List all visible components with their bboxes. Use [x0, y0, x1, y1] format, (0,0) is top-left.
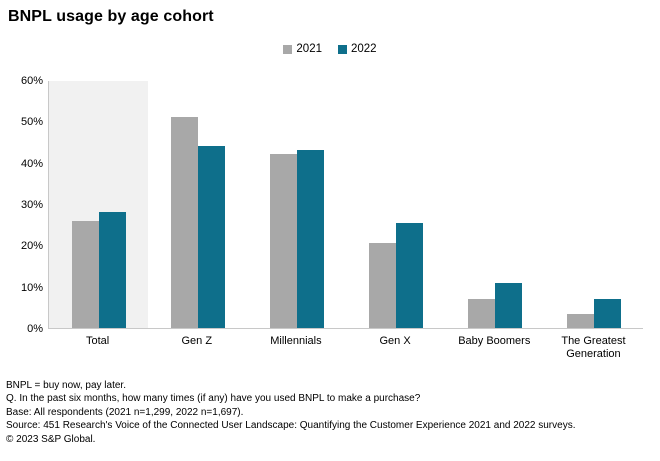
category-slot-millennials	[247, 81, 346, 328]
bar-2022-the-greatest-generation	[593, 299, 621, 328]
bar-2021-baby-boomers	[467, 299, 495, 328]
chart-legend: 2021 2022	[0, 43, 660, 55]
category-slot-gen-x	[346, 81, 445, 328]
chart-title: BNPL usage by age cohort	[8, 8, 214, 25]
y-tick-label: 40%	[20, 157, 43, 170]
category-slot-the-greatest-generation	[544, 81, 643, 328]
bar-2021-the-greatest-generation	[566, 313, 594, 328]
x-category-label-total: Total	[85, 335, 110, 347]
legend-label: 2021	[296, 43, 322, 55]
y-axis-labels: 0% 10% 20% 30% 40% 50% 60%	[0, 75, 43, 335]
bar-2022-gen-x	[395, 222, 423, 328]
footnote-line: © 2023 S&P Global.	[6, 433, 96, 445]
x-category-label-baby-boomers: Baby Boomers	[458, 335, 531, 347]
footnote-line: Source: 451 Research's Voice of the Conn…	[6, 420, 576, 432]
x-category-label-millennials: Millennials	[270, 335, 322, 347]
legend-label: 2022	[351, 43, 377, 55]
x-category-label-gen-x: Gen X	[379, 335, 411, 347]
y-tick-label: 60%	[20, 75, 43, 87]
bar-2022-gen-z	[197, 146, 225, 328]
legend-swatch-2021	[283, 44, 293, 54]
y-tick-label: 50%	[20, 116, 43, 129]
footnote-line: Q. In the past six months, how many time…	[6, 393, 421, 405]
y-tick-label: 20%	[20, 240, 43, 253]
legend-item-2021: 2021	[283, 43, 322, 55]
bar-2021-total	[71, 220, 99, 328]
footnote-line: Base: All respondents (2021 n=1,299, 202…	[6, 406, 244, 418]
y-tick-label: 0%	[27, 323, 43, 335]
plot-area	[48, 81, 643, 329]
footnotes: BNPL = buy now, pay later. Q. In the past…	[6, 379, 575, 446]
bar-2022-millennials	[296, 150, 324, 328]
category-slot-total	[49, 81, 148, 328]
bar-2022-total	[98, 212, 126, 328]
y-tick-label: 30%	[20, 199, 43, 211]
category-slot-gen-z	[148, 81, 247, 328]
x-axis-labels: Total Gen Z Millennials Gen X Baby Boomers Th…	[48, 335, 643, 361]
footnote-line: BNPL = buy now, pay later.	[6, 380, 126, 391]
bar-2021-gen-z	[170, 117, 198, 328]
bar-2021-millennials	[269, 154, 297, 328]
category-slot-baby-boomers	[445, 81, 544, 328]
bar-2021-gen-x	[368, 243, 396, 328]
y-tick-label: 10%	[20, 281, 43, 294]
bar-2022-baby-boomers	[494, 282, 522, 328]
legend-item-2022: 2022	[338, 43, 377, 55]
x-category-label-the-greatest-generation: The Greatest Generation	[561, 335, 626, 360]
x-category-label-gen-z: Gen Z	[181, 335, 213, 347]
legend-swatch-2022	[338, 44, 347, 54]
